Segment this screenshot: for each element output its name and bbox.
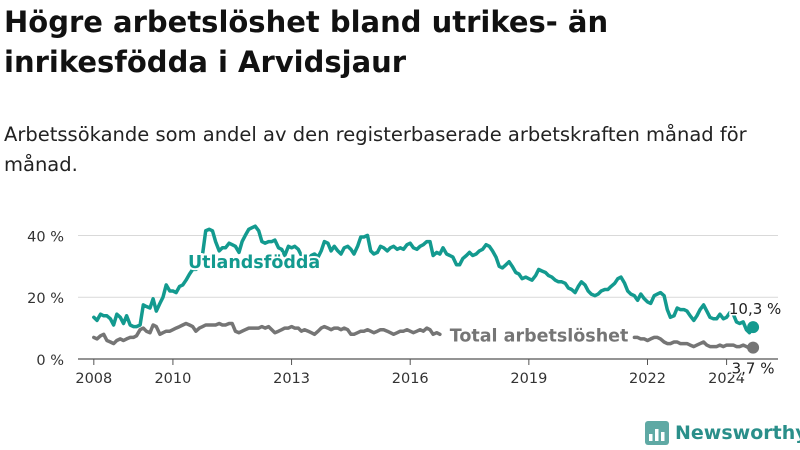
x-axis-ticks: 2008 2010 2013 2016 2019 2022 2024 [75, 359, 745, 387]
y-tick-label: 40 % [27, 229, 64, 245]
brand-name: Newsworthy [675, 422, 800, 444]
series-labels: Utlandsfödda Total arbetslöshet 10,3 % 3,7 … [186, 251, 783, 379]
series-line-utlandsfodda [92, 224, 755, 335]
x-tick-label: 2016 [392, 371, 429, 387]
y-tick-label: 0 % [36, 353, 64, 369]
series-line-total-end [632, 335, 755, 350]
series-lines [92, 224, 760, 354]
series-label-total: Total arbetslöshet [450, 326, 629, 346]
chart-title: Högre arbetslöshet bland utrikes- än inr… [4, 5, 609, 79]
series-label-utlandsfodda: Utlandsfödda [188, 253, 320, 273]
end-marker-utlandsfodda [747, 321, 760, 334]
chart-subtitle: Arbetssökande som andel av den registerb… [4, 123, 747, 176]
x-tick-label: 2024 [708, 371, 745, 387]
x-tick-label: 2022 [629, 371, 666, 387]
series-line-total [92, 321, 442, 346]
line-chart: 0 % 20 % 40 % 2008 2010 2013 2016 2019 2022 2024… [27, 224, 783, 387]
end-value-utlandsfodda: 10,3 % [729, 300, 781, 318]
x-tick-label: 2013 [273, 371, 310, 387]
end-marker-total [747, 341, 760, 354]
gridlines [78, 234, 778, 360]
x-tick-label: 2010 [154, 371, 191, 387]
x-tick-label: 2019 [510, 371, 547, 387]
y-axis-ticks: 0 % 20 % 40 % [27, 229, 64, 369]
y-tick-label: 20 % [27, 291, 64, 307]
newsworthy-logo: Newsworthy [645, 420, 800, 446]
end-value-total: 3,7 % [732, 360, 775, 378]
bar-chart-icon [645, 421, 669, 445]
x-tick-label: 2008 [75, 371, 112, 387]
